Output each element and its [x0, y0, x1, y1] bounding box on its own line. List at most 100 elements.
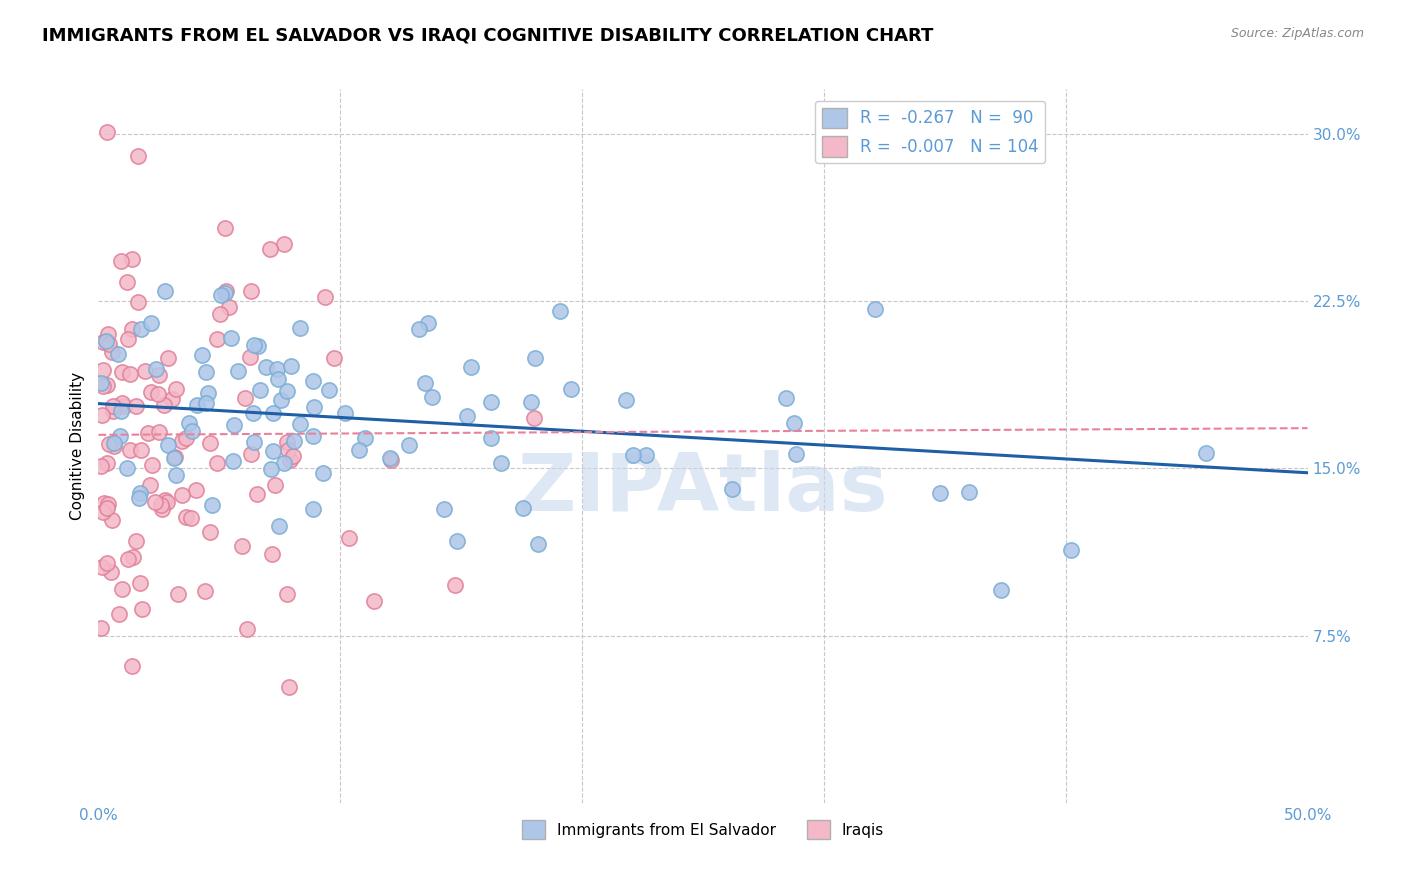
Point	[560, 382, 582, 396]
Point	[479, 395, 502, 409]
Point	[276, 587, 298, 601]
Point	[165, 467, 187, 482]
Point	[863, 301, 886, 316]
Point	[93, 496, 115, 510]
Point	[90, 376, 112, 390]
Point	[153, 398, 176, 412]
Point	[121, 659, 143, 673]
Point	[783, 417, 806, 431]
Point	[96, 456, 118, 470]
Point	[160, 392, 183, 406]
Point	[125, 399, 148, 413]
Point	[222, 418, 245, 433]
Point	[139, 477, 162, 491]
Point	[103, 436, 125, 450]
Point	[198, 524, 221, 539]
Point	[312, 466, 335, 480]
Point	[176, 509, 198, 524]
Point	[115, 461, 138, 475]
Point	[172, 487, 194, 501]
Point	[101, 513, 124, 527]
Point	[239, 447, 262, 461]
Point	[524, 351, 547, 365]
Point	[121, 322, 143, 336]
Point	[201, 498, 224, 512]
Point	[172, 434, 194, 449]
Point	[179, 416, 201, 430]
Point	[413, 376, 436, 391]
Point	[1060, 542, 1083, 557]
Point	[785, 447, 807, 461]
Point	[259, 242, 281, 256]
Point	[90, 459, 112, 474]
Point	[523, 410, 546, 425]
Point	[107, 347, 129, 361]
Point	[318, 383, 340, 397]
Text: IMMIGRANTS FROM EL SALVADOR VS IRAQI COGNITIVE DISABILITY CORRELATION CHART: IMMIGRANTS FROM EL SALVADOR VS IRAQI COG…	[42, 27, 934, 45]
Point	[97, 327, 120, 342]
Point	[165, 450, 187, 464]
Point	[548, 304, 571, 318]
Point	[219, 331, 242, 345]
Point	[96, 378, 118, 392]
Point	[444, 578, 467, 592]
Point	[323, 351, 346, 365]
Point	[231, 540, 253, 554]
Point	[205, 333, 228, 347]
Point	[302, 429, 325, 443]
Point	[621, 448, 644, 462]
Point	[215, 284, 238, 298]
Point	[108, 429, 131, 443]
Point	[91, 379, 114, 393]
Point	[240, 284, 263, 298]
Point	[103, 399, 125, 413]
Point	[347, 443, 370, 458]
Point	[91, 559, 114, 574]
Point	[408, 321, 430, 335]
Point	[100, 344, 122, 359]
Point	[314, 289, 336, 303]
Point	[117, 332, 139, 346]
Point	[174, 432, 197, 446]
Point	[110, 254, 132, 268]
Point	[146, 387, 169, 401]
Text: ZIPAtlas: ZIPAtlas	[517, 450, 889, 528]
Point	[616, 392, 638, 407]
Point	[262, 547, 284, 561]
Point	[363, 594, 385, 608]
Point	[520, 395, 543, 409]
Point	[481, 431, 503, 445]
Point	[94, 334, 117, 348]
Point	[246, 487, 269, 501]
Point	[266, 361, 288, 376]
Point	[139, 385, 162, 400]
Text: Source: ZipAtlas.com: Source: ZipAtlas.com	[1230, 27, 1364, 40]
Point	[128, 485, 150, 500]
Point	[139, 316, 162, 330]
Point	[226, 364, 249, 378]
Point	[209, 307, 232, 321]
Point	[131, 442, 153, 457]
Point	[957, 485, 980, 500]
Point	[273, 236, 295, 251]
Point	[236, 622, 259, 636]
Point	[1195, 446, 1218, 460]
Point	[111, 364, 134, 378]
Point	[302, 374, 325, 388]
Point	[150, 502, 173, 516]
Point	[191, 348, 214, 362]
Point	[262, 444, 284, 458]
Point	[96, 500, 118, 515]
Point	[254, 359, 277, 374]
Point	[186, 483, 208, 497]
Point	[110, 403, 132, 417]
Point	[91, 408, 114, 422]
Point	[150, 498, 173, 512]
Point	[181, 424, 204, 438]
Point	[148, 368, 170, 383]
Point	[157, 351, 180, 365]
Point	[276, 434, 298, 449]
Point	[131, 602, 153, 616]
Point	[156, 495, 179, 509]
Point	[420, 390, 443, 404]
